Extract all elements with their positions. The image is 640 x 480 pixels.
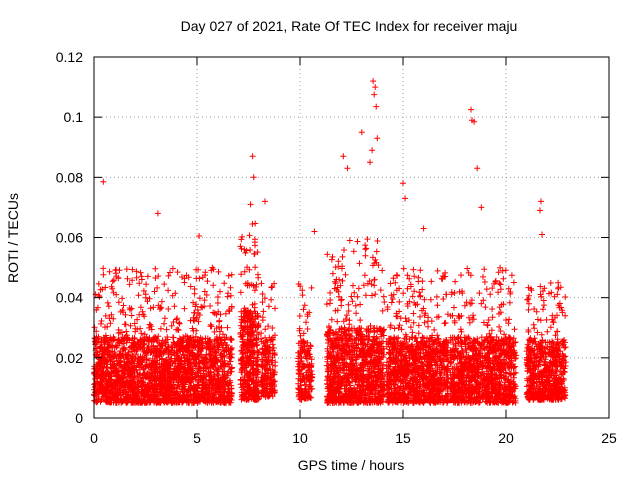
x-tick-label: 15 (395, 430, 411, 446)
chart-title: Day 027 of 2021, Rate Of TEC Index for r… (181, 18, 518, 34)
y-axis-label: ROTI / TECUs (5, 193, 21, 283)
y-tick-label: 0.02 (56, 350, 83, 366)
y-tick-label: 0.12 (56, 49, 83, 65)
y-tick-label: 0.04 (56, 290, 83, 306)
roti-markers (91, 78, 569, 406)
y-tick-label: 0.06 (56, 230, 83, 246)
x-tick-label: 5 (193, 430, 201, 446)
y-tick-label: 0.08 (56, 169, 83, 185)
axes: 0 0.02 0.04 0.06 0.08 0.1 0.12 0 5 10 15 20 25 (56, 49, 617, 446)
x-tick-label: 25 (601, 430, 617, 446)
x-tick-label: 0 (90, 430, 98, 446)
y-tick-label: 0.1 (64, 109, 84, 125)
y-tick-label: 0 (75, 410, 83, 426)
x-tick-label: 20 (498, 430, 514, 446)
x-tick-label: 10 (292, 430, 308, 446)
data-points (91, 78, 569, 406)
x-axis-label: GPS time / hours (298, 457, 405, 473)
